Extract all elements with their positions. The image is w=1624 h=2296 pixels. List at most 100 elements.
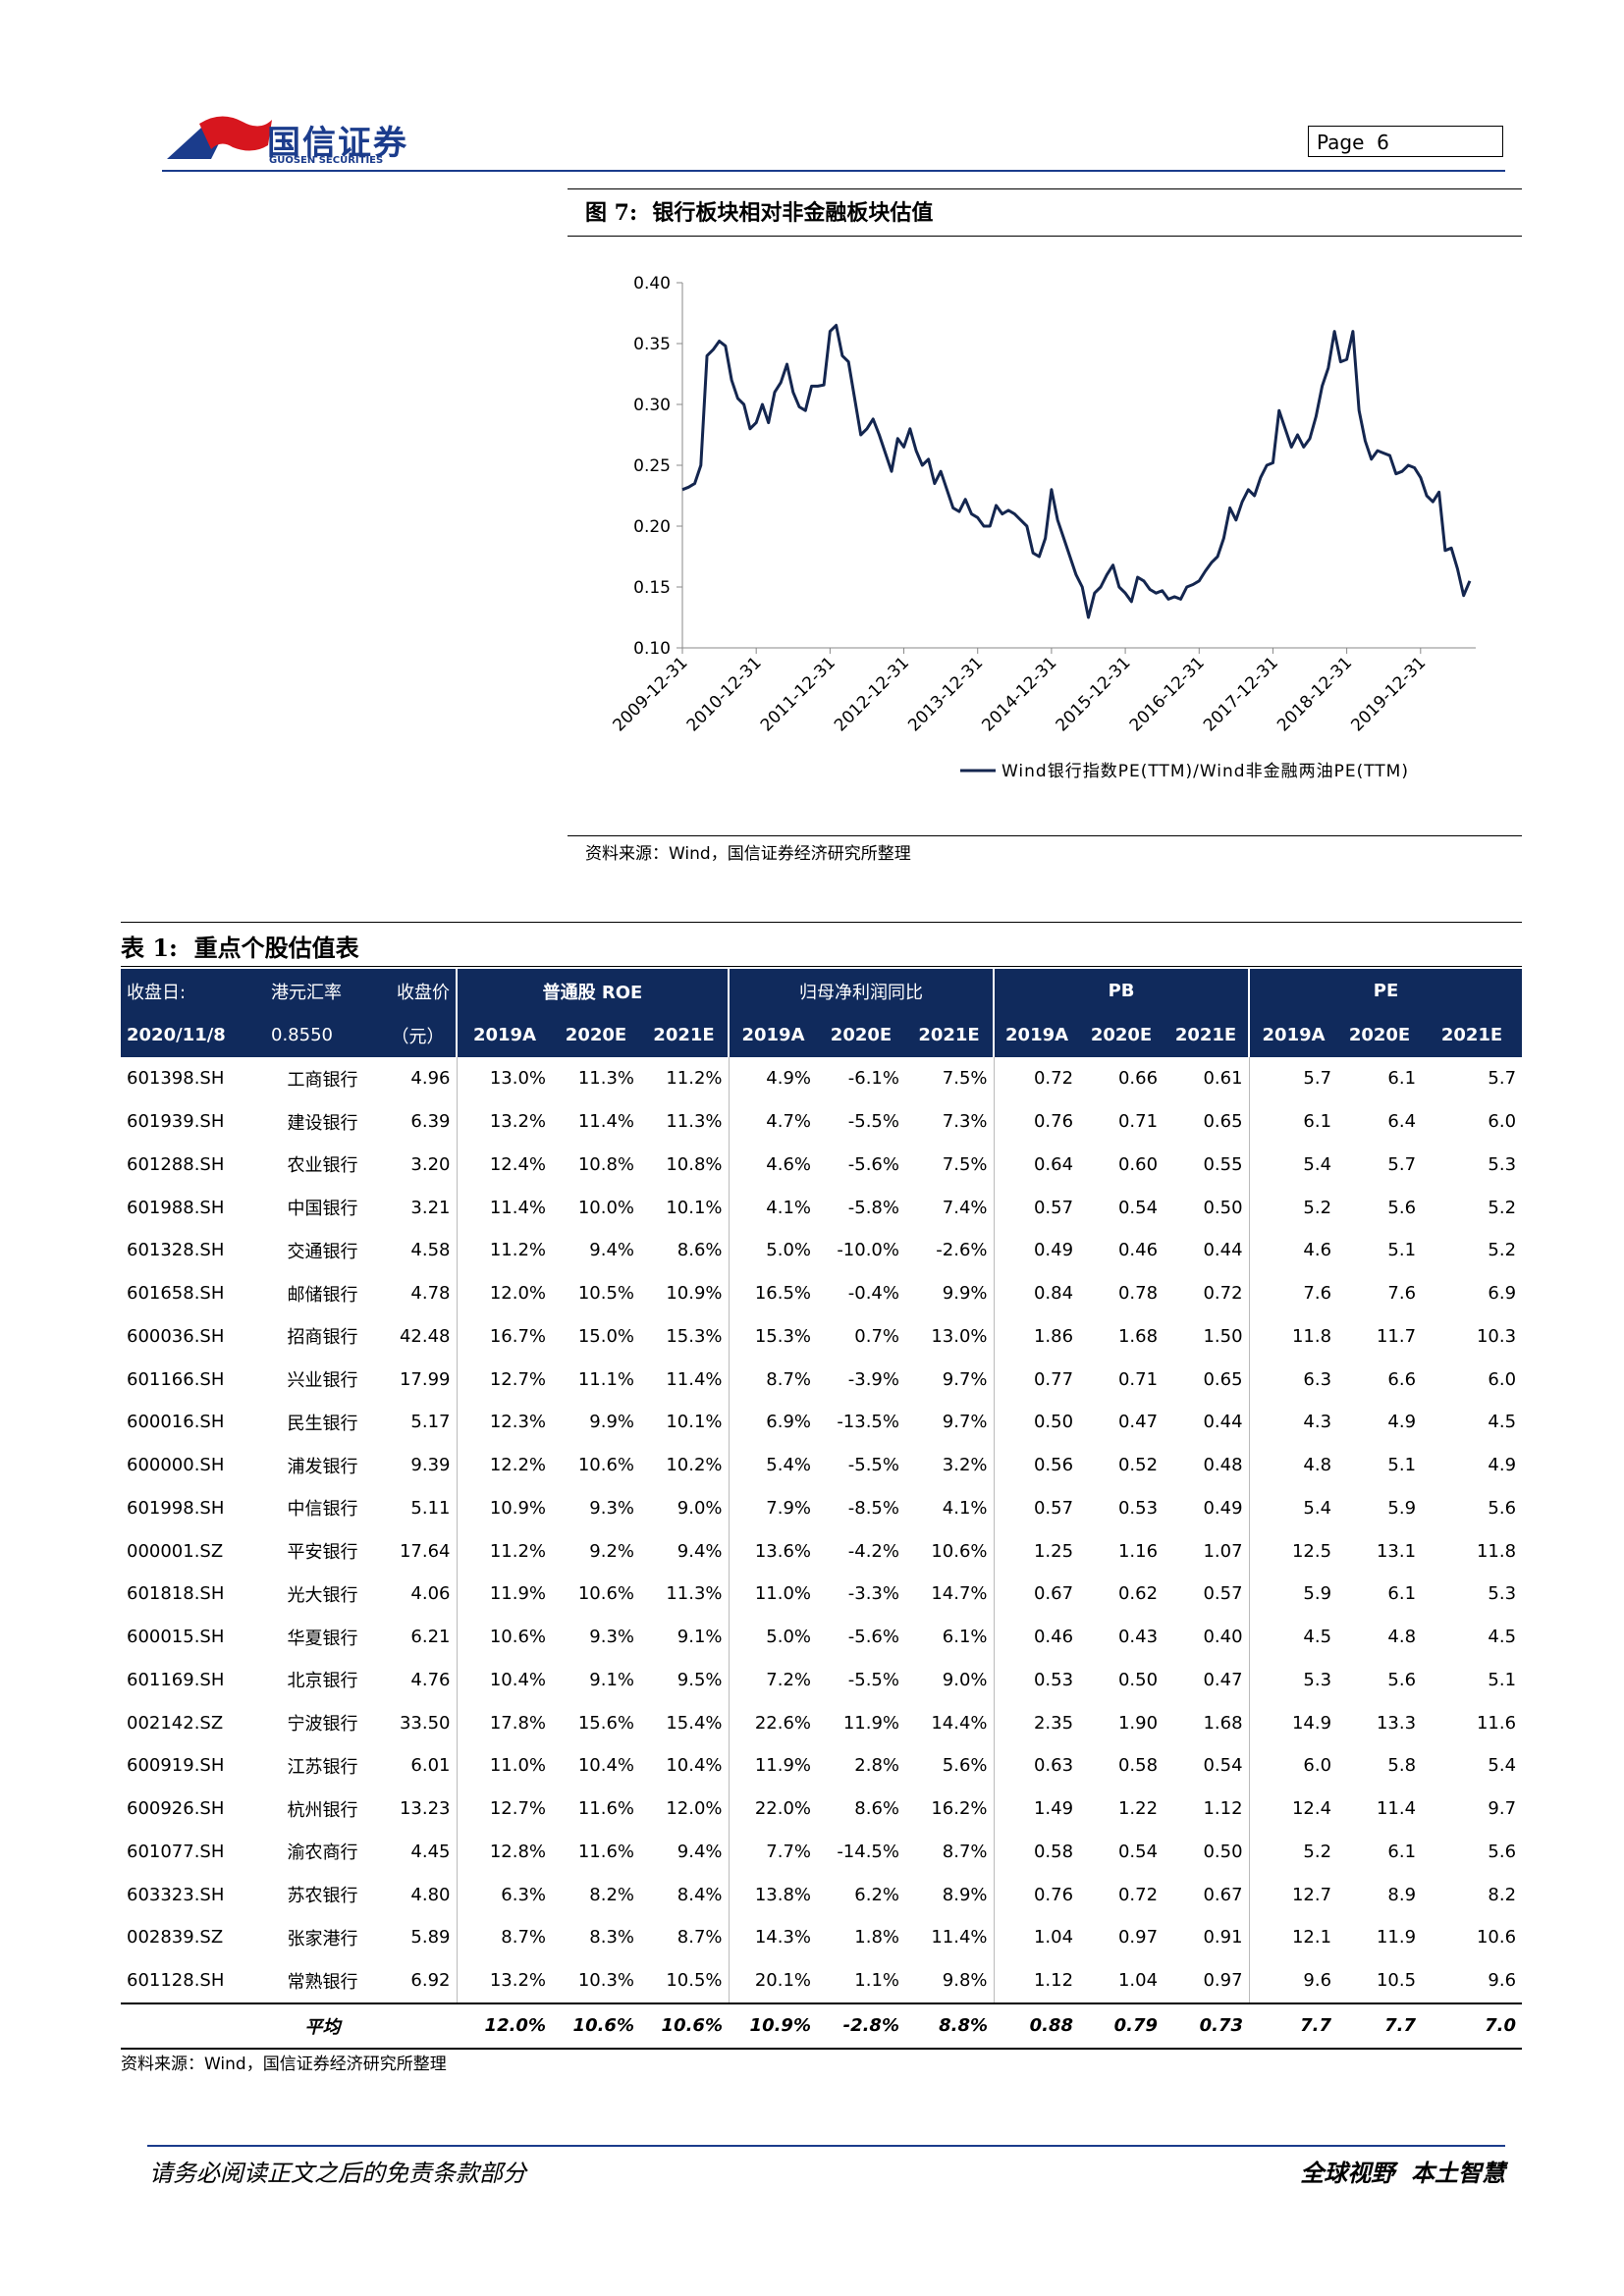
table-cell: 8.6% — [677, 1240, 723, 1261]
header-rule — [162, 170, 1505, 172]
table-cell: 14.3% — [728, 1916, 817, 1959]
legend-label: Wind银行指数PE(TTM)/Wind非金融两油PE(TTM) — [1001, 762, 1409, 781]
table-rule — [121, 966, 1522, 967]
table-cell: 0.55 — [1203, 1153, 1243, 1175]
table-cell: 5.0% — [728, 1615, 817, 1659]
table-cell: 7.5% — [942, 1153, 988, 1175]
table-cell: 22.0% — [728, 1787, 817, 1831]
table-cell: 浦发银行 — [287, 1456, 358, 1477]
table-cell: 601077.SH — [127, 1841, 225, 1862]
table-cell: 12.1 — [1248, 1916, 1338, 1959]
table-cell: 苏农银行 — [287, 1886, 358, 1907]
table-cell: 4.8 — [1387, 1627, 1417, 1648]
data-row: 600926.SH 杭州银行 13.23 12.7% 11.6% 12.0% 22.0% 8.… — [121, 1787, 1522, 1831]
header-row: 收盘日: 港元汇率 收盘价 普通股 ROE 归母净利润同比 PB PE — [121, 969, 1523, 1013]
table-cell: 2.35 — [993, 1701, 1080, 1744]
average-cell: 10.9% — [729, 2002, 817, 2050]
table-cell: 15.0% — [577, 1325, 634, 1347]
y-tick-label: 0.40 — [633, 274, 671, 294]
average-cell: 10.6% — [552, 2002, 640, 2050]
year-header: 2019A — [993, 1013, 1080, 1057]
table-cell: 5.6 — [1387, 1669, 1417, 1690]
average-cell: 7.0 — [1422, 2002, 1523, 2050]
data-row: 002839.SZ 张家港行 5.89 8.7% 8.3% 8.7% 14.3% 1.8% 11… — [121, 1916, 1522, 1959]
table-cell: -5.5% — [847, 1111, 899, 1133]
data-row: 600016.SH 民生银行 5.17 12.3% 9.9% 10.1% 6.9% -13.5… — [121, 1401, 1522, 1444]
table-cell: 11.1% — [577, 1368, 634, 1390]
table-cell: 6.0 — [1488, 1111, 1517, 1133]
x-tick-label: 2019-12-31 — [1347, 653, 1430, 735]
table-cell: 12.2% — [456, 1443, 552, 1487]
table-cell: 4.80 — [410, 1884, 451, 1905]
table-cell: 6.9% — [728, 1401, 817, 1444]
table-source: 资料来源：Wind，国信证券经济研究所整理 — [121, 2055, 447, 2074]
table-cell: 0.50 — [1117, 1669, 1159, 1690]
table-cell: 11.9 — [1376, 1927, 1417, 1949]
data-row: 601128.SH 常熟银行 6.92 13.2% 10.3% 10.5% 20.1% 1.1… — [121, 1958, 1522, 2003]
valuation-table: 收盘日: 港元汇率 收盘价 普通股 ROE 归母净利润同比 PB PE 2020/11/8 0.… — [121, 969, 1523, 2050]
table-cell: 12.0% — [456, 1271, 552, 1315]
table-cell: 6.2% — [854, 1884, 899, 1905]
data-row: 603323.SH 苏农银行 4.80 6.3% 8.2% 8.4% 13.8% 6.2% 8.… — [121, 1873, 1522, 1916]
table-cell: 10.8% — [666, 1153, 723, 1175]
x-tick-label: 2017-12-31 — [1200, 653, 1282, 735]
table-cell: 20.1% — [728, 1958, 817, 2003]
table-cell: 11.6 — [1476, 1712, 1517, 1734]
table-cell: -14.5% — [837, 1841, 899, 1862]
table-cell: 10.6% — [931, 1540, 988, 1562]
table-cell: 4.1% — [728, 1186, 817, 1229]
table-cell: 17.8% — [456, 1701, 552, 1744]
table-cell: 7.5% — [942, 1068, 988, 1090]
year-header: 2020E — [817, 1013, 905, 1057]
table-cell: 8.2% — [589, 1884, 634, 1905]
table-cell — [380, 2002, 457, 2050]
table-cell: 10.9% — [666, 1283, 723, 1305]
chart: 0.100.150.200.250.300.350.402009-12-3120… — [610, 274, 1476, 781]
table-cell: 16.5% — [728, 1271, 817, 1315]
table-cell: 0.47 — [1117, 1412, 1159, 1433]
year-header: 2021E — [640, 1013, 729, 1057]
table-cell: 民生银行 — [287, 1413, 358, 1434]
table-cell: 1.04 — [1117, 1970, 1159, 1992]
table-cell: 4.78 — [410, 1283, 451, 1305]
table-cell: 6.3% — [456, 1873, 552, 1916]
table-cell: 0.50 — [1203, 1197, 1243, 1218]
table-title: 表 1: 重点个股估值表 — [121, 929, 359, 963]
table-cell: 0.46 — [993, 1615, 1080, 1659]
table-cell: 1.68 — [1203, 1712, 1243, 1734]
table-cell: 9.7 — [1488, 1798, 1517, 1820]
table-cell: 14.7% — [931, 1583, 988, 1605]
table-cell: 10.3 — [1476, 1325, 1517, 1347]
table-cell: 5.4% — [728, 1443, 817, 1487]
table-cell: 11.4% — [666, 1368, 723, 1390]
table-cell: 15.6% — [577, 1712, 634, 1734]
table-cell: 5.4 — [1248, 1143, 1338, 1187]
data-row: 601988.SH 中国银行 3.21 11.4% 10.0% 10.1% 4.1% -5.8… — [121, 1186, 1522, 1229]
data-row: 601398.SH 工商银行 4.96 13.0% 11.3% 11.2% 4.9% -6.1… — [121, 1057, 1522, 1100]
table-cell: 0.91 — [1203, 1927, 1243, 1949]
table-cell: 10.3% — [577, 1970, 634, 1992]
header-cell: 0.8550 — [265, 1013, 380, 1057]
table-cell: 5.9 — [1387, 1497, 1417, 1519]
table-cell: 9.0% — [677, 1497, 723, 1519]
table-cell: 6.6 — [1387, 1368, 1417, 1390]
table-cell: 11.3% — [666, 1583, 723, 1605]
table-cell: 0.47 — [1203, 1669, 1243, 1690]
table-cell: 11.4% — [577, 1111, 634, 1133]
table-cell: 0.71 — [1117, 1368, 1159, 1390]
table-cell: 9.2% — [589, 1540, 634, 1562]
table-cell: 0.48 — [1203, 1455, 1243, 1476]
table-cell: 0.7% — [854, 1325, 899, 1347]
table-cell: 11.0% — [456, 1744, 552, 1788]
table-cell: 7.9% — [728, 1486, 817, 1530]
table-cell: 10.1% — [666, 1197, 723, 1218]
table-cell: 601166.SH — [127, 1368, 225, 1390]
table-cell: 12.0% — [666, 1798, 723, 1820]
header-cell: （元） — [380, 1013, 457, 1057]
table-cell: 北京银行 — [287, 1671, 358, 1692]
table-cell: 0.50 — [993, 1401, 1080, 1444]
table-cell: 4.58 — [410, 1240, 451, 1261]
table-cell: 5.11 — [410, 1497, 451, 1519]
table-cell: 0.60 — [1117, 1153, 1159, 1175]
table-cell: 6.1 — [1387, 1583, 1417, 1605]
